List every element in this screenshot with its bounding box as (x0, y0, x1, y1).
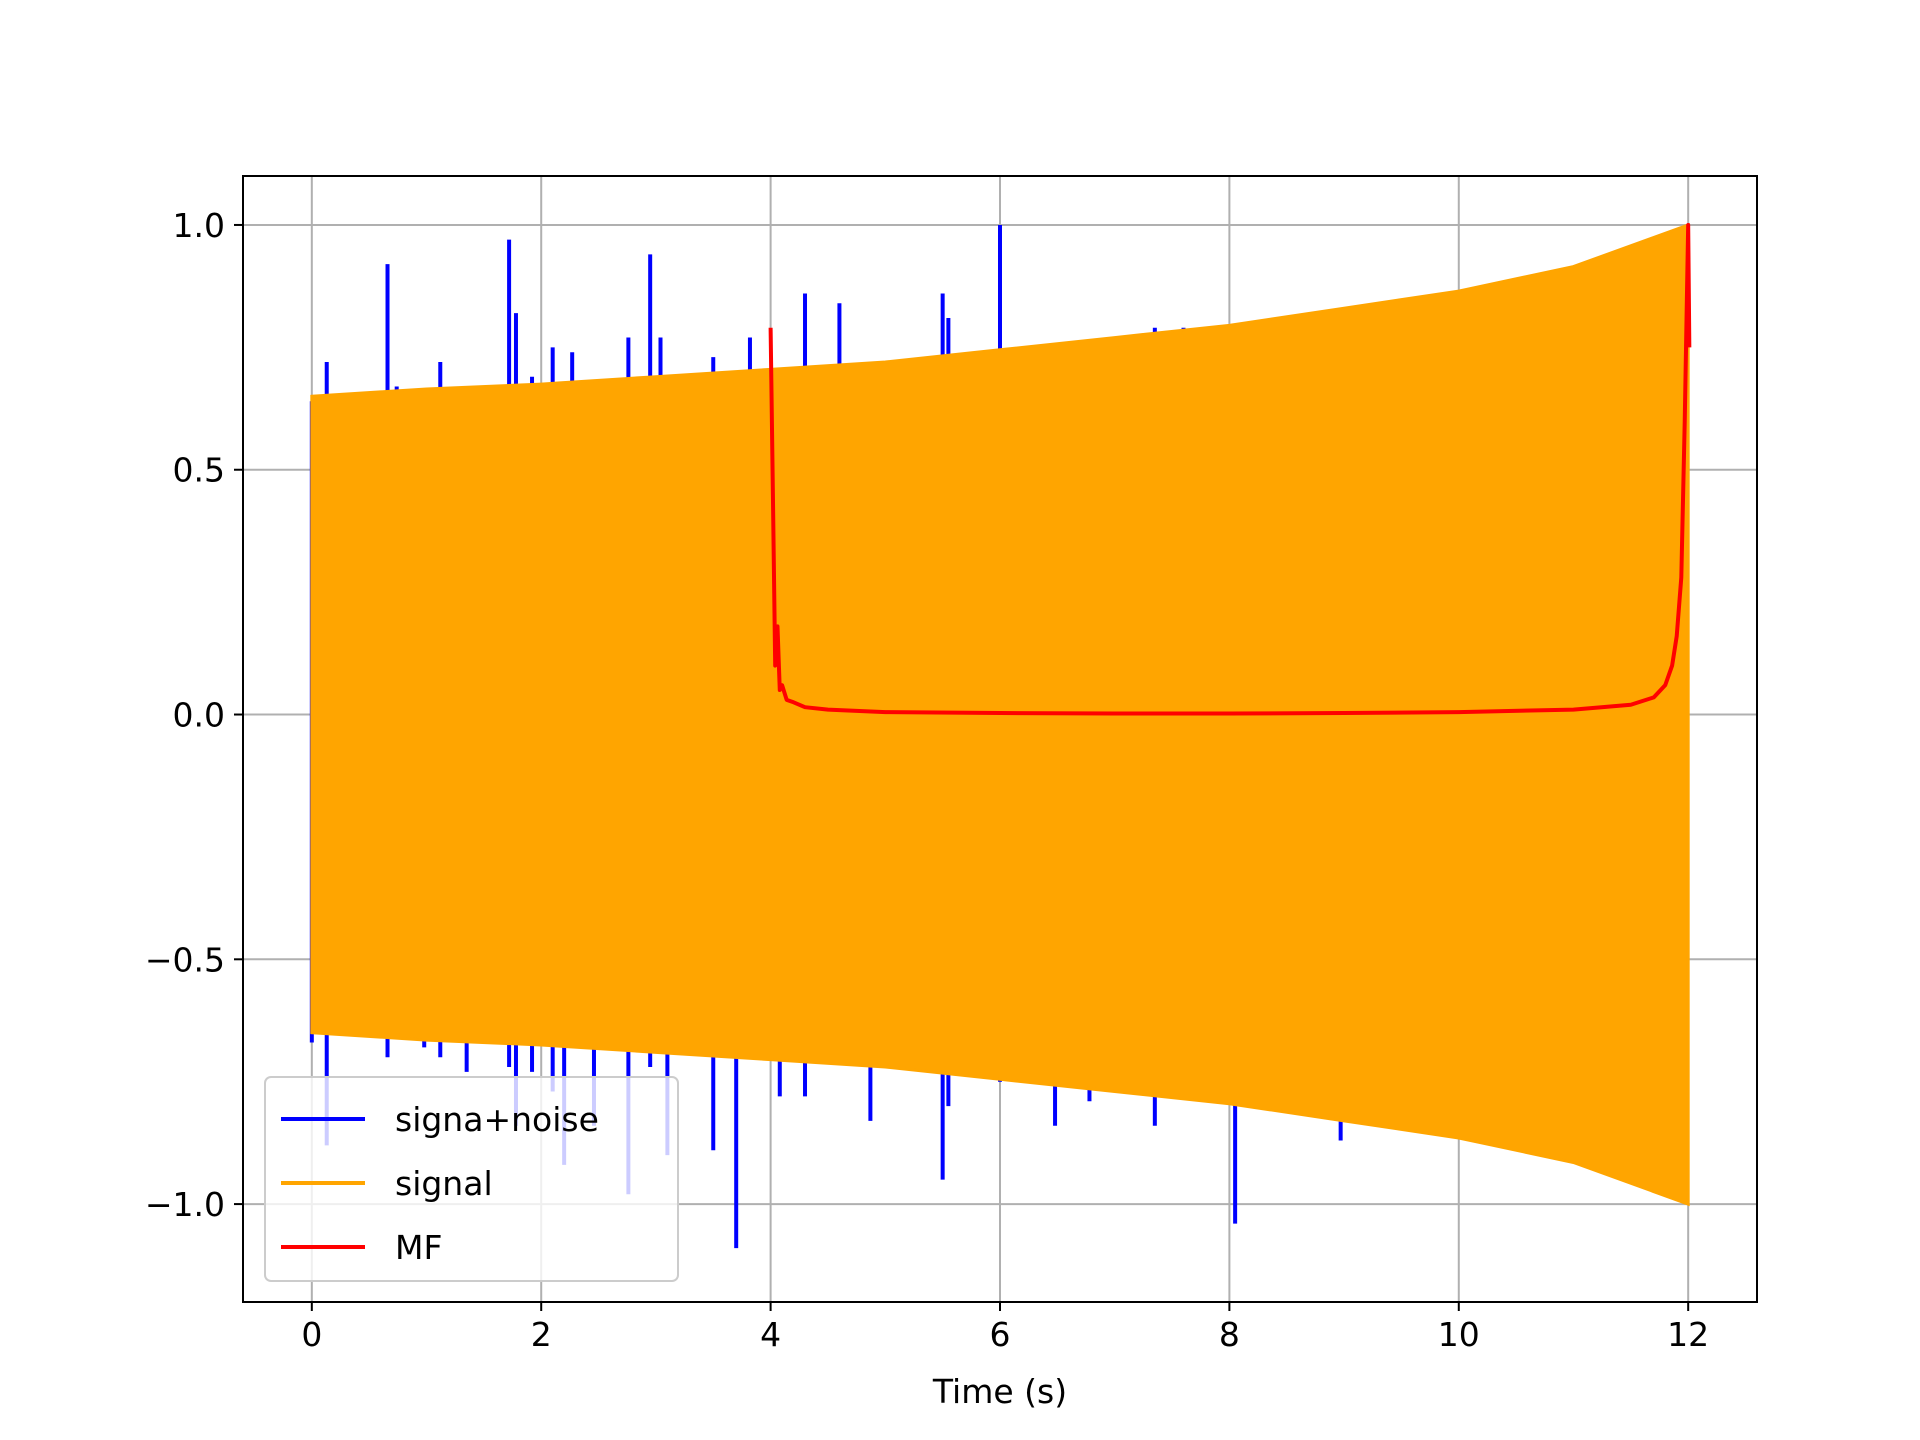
x-axis-label: Time (s) (932, 1372, 1067, 1411)
x-tick-label: 4 (760, 1315, 781, 1354)
x-tick-label: 8 (1219, 1315, 1240, 1354)
x-tick-label: 2 (531, 1315, 552, 1354)
x-tick-label: 10 (1438, 1315, 1480, 1354)
y-tick-label: 0.5 (173, 451, 225, 490)
y-tick-label: 1.0 (173, 206, 225, 245)
legend-label: MF (395, 1228, 442, 1267)
mf-line (768, 222, 1692, 716)
plot-area (309, 222, 1692, 1249)
y-tick-label: −1.0 (145, 1185, 225, 1224)
legend-label: signa+noise (395, 1100, 599, 1139)
legend-label: signal (395, 1164, 493, 1203)
series-layer (309, 222, 1692, 1249)
y-tick-label: −0.5 (145, 940, 225, 979)
x-tick-label: 12 (1667, 1315, 1709, 1354)
legend: signa+noise signal MF (264, 1076, 679, 1282)
x-tick-label: 0 (301, 1315, 322, 1354)
legend-box (264, 1076, 679, 1282)
y-tick-label: 0.0 (173, 696, 225, 735)
axis-ticks: 0 2 4 6 8 10 12 1.0 0.5 0.0 −0.5 −1.0 (145, 206, 1709, 1354)
x-tick-label: 6 (990, 1315, 1011, 1354)
